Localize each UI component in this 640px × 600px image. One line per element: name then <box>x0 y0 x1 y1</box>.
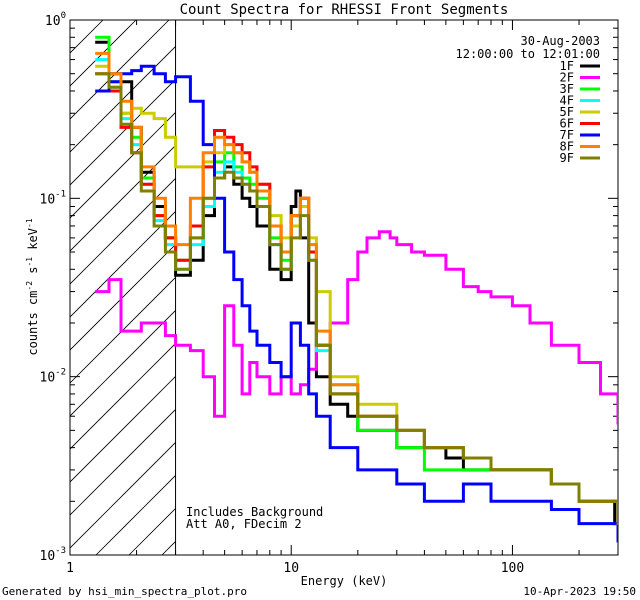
legend-label-9f: 9F <box>560 151 574 165</box>
x-axis-label: Energy (keV) <box>301 574 388 588</box>
hatch-line <box>70 375 176 483</box>
footer-generated-by: Generated by hsi_min_spectra_plot.pro <box>2 585 247 598</box>
hatch-line <box>70 45 176 153</box>
series-line-8f <box>95 51 618 516</box>
y-tick-label: 100 <box>45 11 66 29</box>
legend-label-2f: 2F <box>560 71 574 85</box>
series-line-9f <box>95 72 618 526</box>
footer-timestamp: 10-Apr-2023 19:50 <box>523 585 636 598</box>
legend-label-6f: 6F <box>560 117 574 131</box>
legend-label-5f: 5F <box>560 105 574 119</box>
series-line-4f <box>95 58 618 521</box>
series-line-2f <box>95 230 618 425</box>
annotation-includes-background: Includes Background <box>186 505 323 519</box>
y-tick-labels: 100 10-1 10-2 10-3 <box>40 11 67 564</box>
date-label: 30-Aug-2003 <box>521 34 600 48</box>
series-line-3f <box>95 35 618 526</box>
hatch-line <box>70 276 176 384</box>
plot-frame <box>69 19 619 556</box>
series-line-5f <box>95 64 618 526</box>
legend: 30-Aug-2003 12:00:00 to 12:01:00 1F2F3F4… <box>456 34 601 165</box>
series-lines <box>95 35 618 543</box>
hatch-line <box>70 111 176 219</box>
x-tick-label: 100 <box>501 561 524 576</box>
hatch-line <box>70 243 176 351</box>
legend-label-4f: 4F <box>560 94 574 108</box>
x-tick-label: 1 <box>66 561 74 576</box>
x-tick-label: 10 <box>283 561 299 576</box>
background-annotation: Includes Background Att A0, FDecim 2 <box>186 505 323 531</box>
hatch-line <box>70 210 176 318</box>
y-tick-label: 10-1 <box>40 189 67 207</box>
y-tick-label: 10-3 <box>40 546 67 564</box>
hatch-line <box>70 78 176 186</box>
axis-ticks <box>69 20 619 556</box>
legend-label-8f: 8F <box>560 140 574 154</box>
time-range-label: 12:00:00 to 12:01:00 <box>456 47 601 61</box>
y-axis-label: counts cm-2 s-1 keV-1 <box>25 218 40 355</box>
hatch-line <box>70 177 176 285</box>
x-tick-labels: 1 10 100 <box>66 561 524 576</box>
hatch-line <box>70 342 176 450</box>
hatch-line <box>70 20 170 120</box>
legend-label-3f: 3F <box>560 82 574 96</box>
hatch-line <box>70 20 137 87</box>
y-tick-label: 10-2 <box>40 368 67 386</box>
chart-title: Count Spectra for RHESSI Front Segments <box>180 2 509 18</box>
below-3kev-hatched-region <box>70 20 176 555</box>
hatch-line <box>70 441 176 549</box>
legend-label-7f: 7F <box>560 128 574 142</box>
annotation-attenuator: Att A0, FDecim 2 <box>186 517 302 531</box>
series-line-7f <box>95 64 618 543</box>
hatch-line <box>70 144 176 252</box>
legend-label-1f: 1F <box>560 59 574 73</box>
hatch-line <box>70 20 71 21</box>
hatch-line <box>70 20 104 54</box>
hatch-line <box>70 408 176 516</box>
